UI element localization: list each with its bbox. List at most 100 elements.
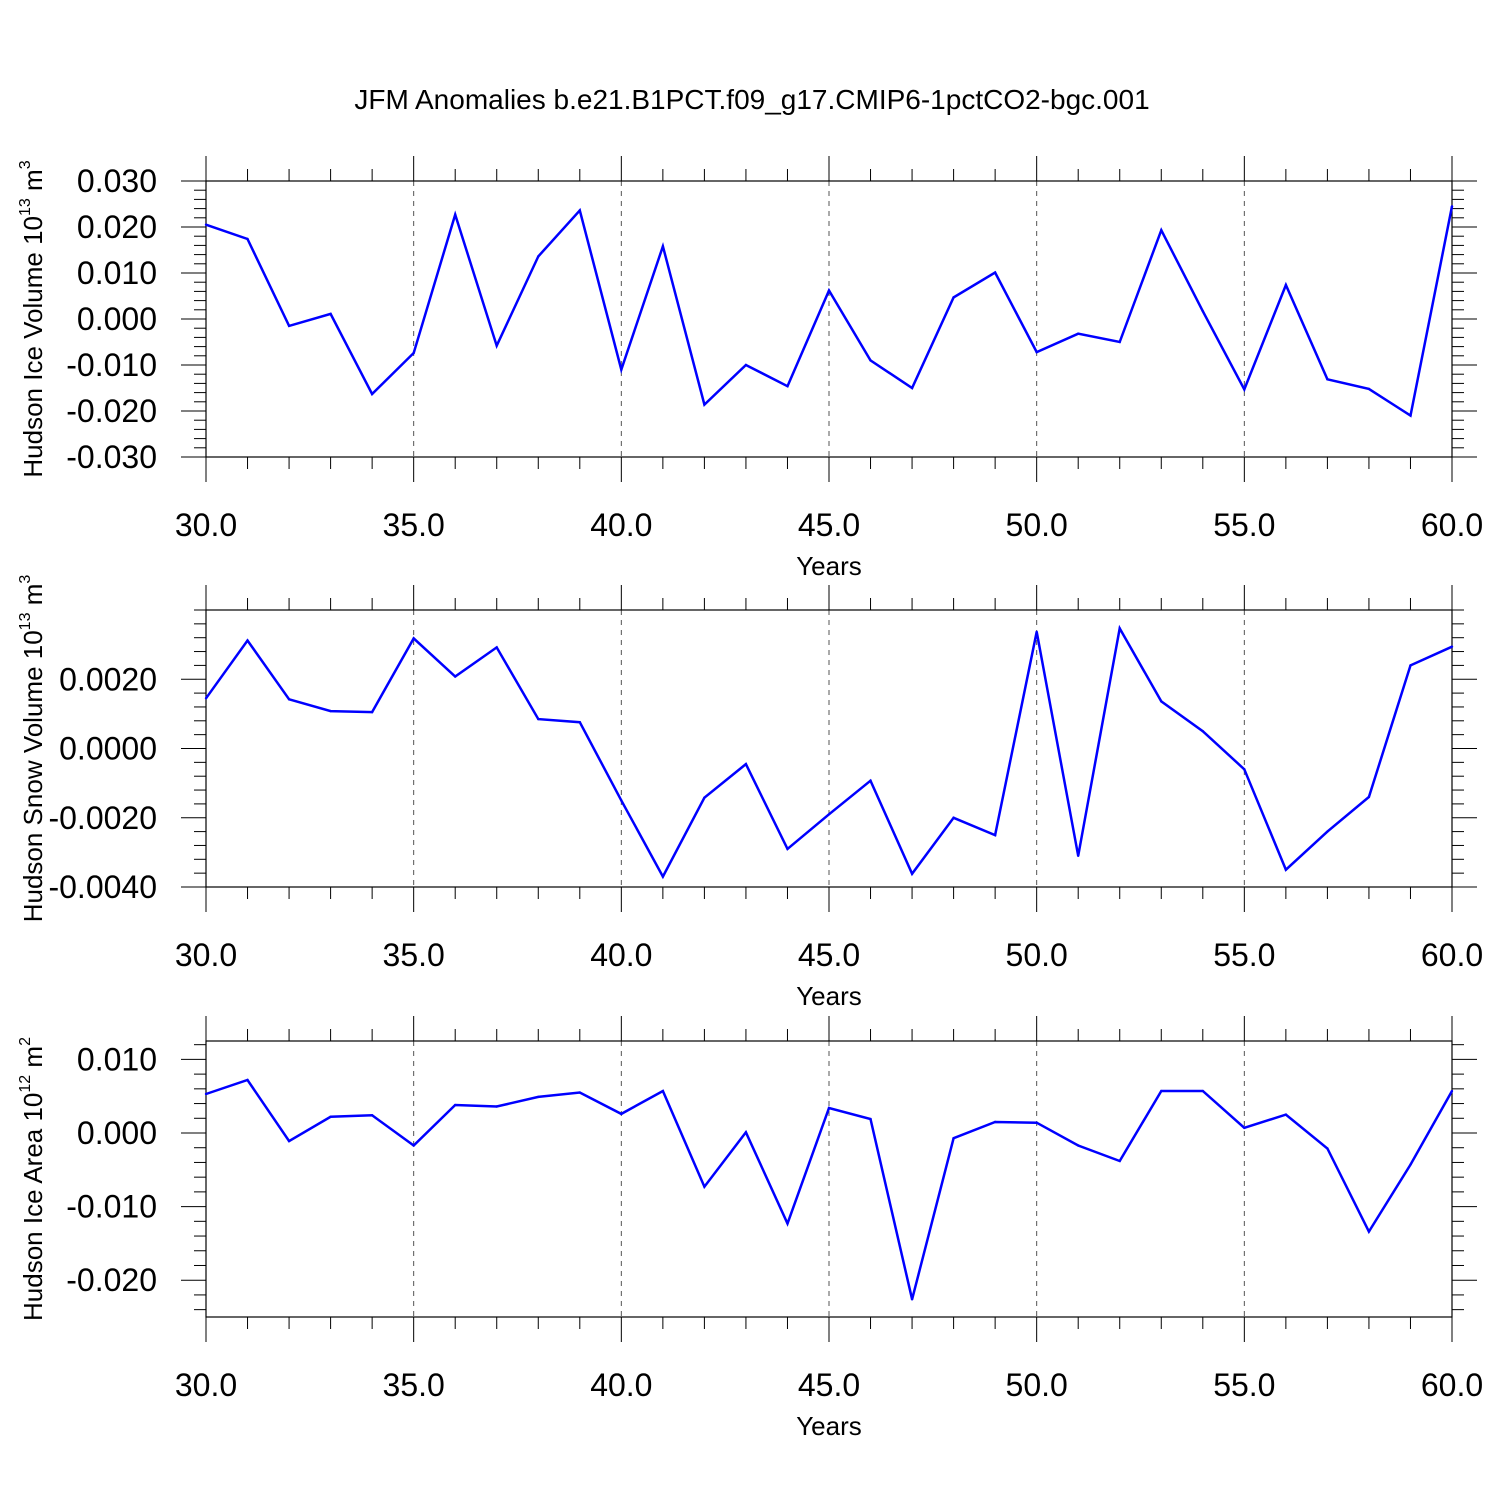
data-point xyxy=(869,779,872,782)
y-tick-label: 0.0000 xyxy=(59,731,157,767)
x-axis-title: Years xyxy=(796,981,862,1011)
data-point xyxy=(1284,283,1288,287)
data-point xyxy=(1243,388,1246,391)
data-point xyxy=(1077,1144,1080,1147)
x-tick-label: 60.0 xyxy=(1421,937,1483,973)
data-point xyxy=(1409,664,1412,667)
data-point xyxy=(537,255,540,258)
y-tick-label: 0.010 xyxy=(77,255,157,291)
y-tick-label: -0.010 xyxy=(66,347,157,383)
data-point xyxy=(910,872,914,876)
data-point xyxy=(1201,1089,1205,1093)
x-tick-label: 30.0 xyxy=(175,1367,237,1403)
data-point xyxy=(703,403,706,406)
y-axis-title: Hudson Snow Volume 1013 m3 xyxy=(17,575,48,923)
data-point xyxy=(287,324,291,328)
figure-title: JFM Anomalies b.e21.B1PCT.f09_g17.CMIP6-… xyxy=(354,84,1149,115)
data-point xyxy=(1326,1147,1329,1150)
data-point xyxy=(329,312,332,316)
data-point xyxy=(952,1136,955,1140)
data-point xyxy=(1077,854,1080,858)
data-point xyxy=(1077,332,1080,335)
x-tick-label: 55.0 xyxy=(1213,1367,1275,1403)
data-point xyxy=(744,1131,748,1134)
data-point xyxy=(495,1105,498,1108)
y-tick-label: 0.0020 xyxy=(59,661,157,697)
data-point xyxy=(412,637,415,640)
y-tick-label: -0.010 xyxy=(66,1189,157,1225)
data-point xyxy=(993,271,997,274)
data-point xyxy=(703,1185,706,1188)
data-point xyxy=(620,799,623,802)
data-point xyxy=(537,717,540,721)
data-point xyxy=(1450,645,1454,648)
x-tick-label: 50.0 xyxy=(1006,1367,1068,1403)
data-point xyxy=(1201,729,1205,733)
data-point xyxy=(454,1103,457,1107)
data-point xyxy=(786,384,789,388)
x-tick-label: 35.0 xyxy=(383,1367,445,1403)
data-point xyxy=(1035,350,1038,354)
x-axis-title: Years xyxy=(796,551,862,581)
data-point xyxy=(246,1078,249,1082)
data-point xyxy=(1160,700,1163,703)
data-point xyxy=(620,368,623,371)
x-tick-label: 40.0 xyxy=(590,1367,652,1403)
data-point xyxy=(1326,830,1329,833)
y-tick-label: -0.0040 xyxy=(48,869,157,905)
data-point xyxy=(287,1139,291,1143)
x-axis-title: Years xyxy=(796,1411,862,1441)
x-tick-label: 30.0 xyxy=(175,937,237,973)
data-point xyxy=(370,392,374,396)
data-point xyxy=(827,289,831,292)
data-point xyxy=(1284,868,1288,871)
data-point xyxy=(204,697,208,700)
data-point xyxy=(1118,627,1121,630)
panel-3: -0.020 -0.010 0.000 0.010 30.0 35.0 40.0 45.0 50… xyxy=(17,1016,1483,1441)
y-tick-label: -0.020 xyxy=(66,393,157,429)
data-point xyxy=(1118,340,1121,344)
y-tick-label: 0.010 xyxy=(77,1041,157,1077)
y-tick-label: 0.020 xyxy=(77,209,157,245)
data-point xyxy=(329,1115,332,1119)
x-tick-label: 50.0 xyxy=(1006,937,1068,973)
x-tick-label: 60.0 xyxy=(1421,507,1483,543)
x-tick-label: 55.0 xyxy=(1213,507,1275,543)
data-point xyxy=(1326,378,1329,381)
data-point xyxy=(952,296,955,299)
x-tick-label: 45.0 xyxy=(798,507,860,543)
data-point xyxy=(1160,229,1163,232)
data-point xyxy=(1450,1089,1454,1093)
y-tick-label: -0.030 xyxy=(66,439,157,475)
data-point xyxy=(578,209,581,212)
data-point xyxy=(537,1095,540,1099)
data-point xyxy=(744,363,748,367)
data-point xyxy=(1243,768,1246,771)
data-point xyxy=(661,245,665,248)
x-tick-label: 60.0 xyxy=(1421,1367,1483,1403)
data-point xyxy=(910,386,914,390)
data-point xyxy=(869,1117,872,1121)
y-tick-label: -0.020 xyxy=(66,1262,157,1298)
y-tick-label: 0.000 xyxy=(77,1115,157,1151)
data-point xyxy=(246,639,249,642)
data-point xyxy=(993,1120,997,1124)
data-point xyxy=(1367,1230,1371,1233)
x-tick-label: 45.0 xyxy=(798,1367,860,1403)
data-point xyxy=(1409,1163,1412,1166)
x-tick-label: 35.0 xyxy=(383,937,445,973)
data-point xyxy=(246,237,249,241)
data-point xyxy=(1409,414,1412,417)
data-point xyxy=(620,1112,623,1116)
x-tick-label: 30.0 xyxy=(175,507,237,543)
data-point xyxy=(412,1144,415,1147)
data-point xyxy=(1284,1113,1288,1116)
y-axis-title: Hudson Ice Area 1012 m2 xyxy=(17,1037,48,1321)
data-point xyxy=(1367,795,1371,799)
x-tick-label: 40.0 xyxy=(590,507,652,543)
data-point xyxy=(786,1222,789,1225)
data-point xyxy=(370,1114,374,1117)
x-tick-label: 45.0 xyxy=(798,937,860,973)
x-tick-label: 50.0 xyxy=(1006,507,1068,543)
data-point xyxy=(1118,1159,1121,1163)
